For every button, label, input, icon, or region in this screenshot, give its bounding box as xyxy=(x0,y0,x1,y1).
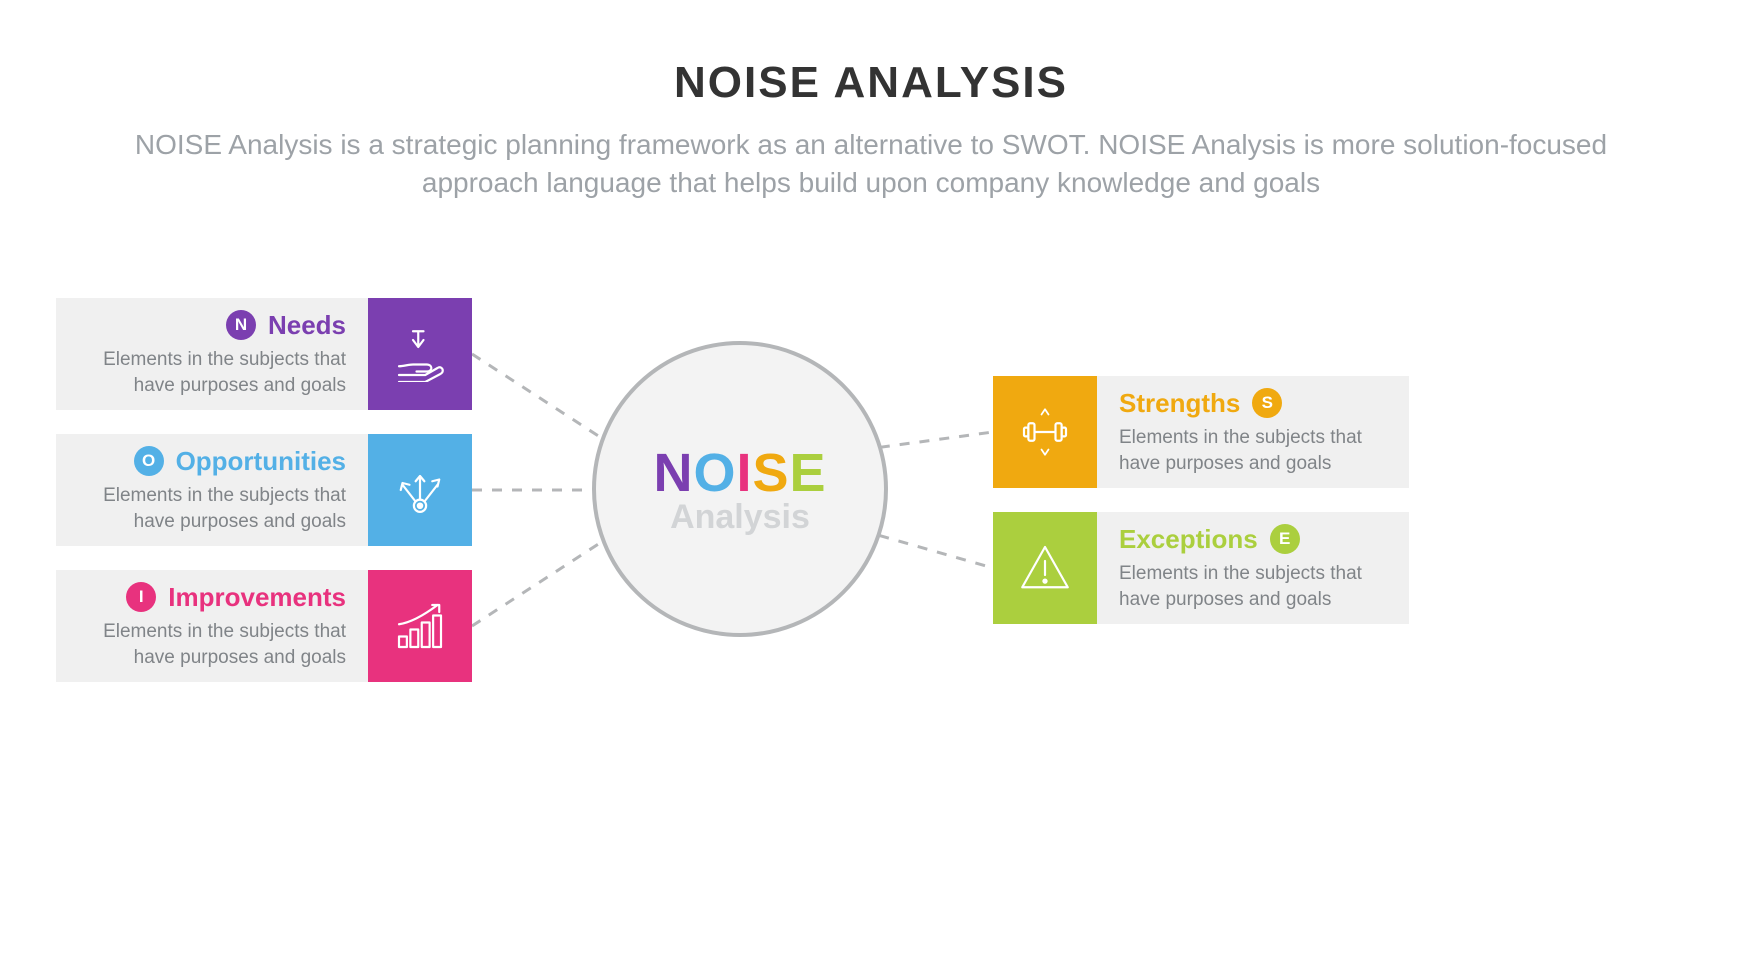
icon-block-exceptions xyxy=(993,512,1097,624)
card-exceptions-text: Exceptions E Elements in the subjects th… xyxy=(1097,512,1409,624)
label-opportunities: Opportunities xyxy=(176,446,346,477)
connector-needs xyxy=(472,354,620,450)
card-opportunities: O Opportunities Elements in the subjects… xyxy=(56,434,472,546)
label-needs: Needs xyxy=(268,310,346,341)
card-improvements-text: I Improvements Elements in the subjects … xyxy=(56,570,368,682)
badge-strengths: S xyxy=(1252,388,1282,418)
hand-receive-icon xyxy=(392,326,448,382)
card-exceptions: Exceptions E Elements in the subjects th… xyxy=(993,512,1409,624)
card-strengths-text: Strengths S Elements in the subjects tha… xyxy=(1097,376,1409,488)
badge-needs: N xyxy=(226,310,256,340)
desc-improvements: Elements in the subjects that have purpo… xyxy=(78,619,346,670)
dumbbell-icon xyxy=(1017,404,1073,460)
label-improvements: Improvements xyxy=(168,582,346,613)
badge-improvements: I xyxy=(126,582,156,612)
badge-exceptions: E xyxy=(1270,524,1300,554)
diagram-canvas: NOISE ANALYSIS NOISE Analysis is a strat… xyxy=(0,0,1742,980)
label-strengths: Strengths xyxy=(1119,388,1240,419)
badge-opportunities: O xyxy=(134,446,164,476)
center-hub: N O I S E Analysis xyxy=(592,341,888,637)
label-exceptions: Exceptions xyxy=(1119,524,1258,555)
card-needs-text: N Needs Elements in the subjects that ha… xyxy=(56,298,368,410)
growth-chart-icon xyxy=(392,598,448,654)
letter-s: S xyxy=(752,442,789,504)
desc-exceptions: Elements in the subjects that have purpo… xyxy=(1119,561,1387,612)
icon-block-needs xyxy=(368,298,472,410)
card-opportunities-text: O Opportunities Elements in the subjects… xyxy=(56,434,368,546)
icon-block-strengths xyxy=(993,376,1097,488)
center-acronym: N O I S E xyxy=(653,442,826,504)
card-needs: N Needs Elements in the subjects that ha… xyxy=(56,298,472,410)
letter-e: E xyxy=(790,442,827,504)
card-strengths: Strengths S Elements in the subjects tha… xyxy=(993,376,1409,488)
connector-improvements xyxy=(472,530,620,626)
desc-opportunities: Elements in the subjects that have purpo… xyxy=(78,483,346,534)
page-subtitle: NOISE Analysis is a strategic planning f… xyxy=(80,126,1662,202)
page-title: NOISE ANALYSIS xyxy=(0,58,1742,108)
card-improvements: I Improvements Elements in the subjects … xyxy=(56,570,472,682)
branching-arrows-icon xyxy=(392,462,448,518)
icon-block-improvements xyxy=(368,570,472,682)
letter-i: I xyxy=(736,442,752,504)
desc-needs: Elements in the subjects that have purpo… xyxy=(78,347,346,398)
letter-o: O xyxy=(693,442,736,504)
desc-strengths: Elements in the subjects that have purpo… xyxy=(1119,425,1387,476)
warning-triangle-icon xyxy=(1017,540,1073,596)
letter-n: N xyxy=(653,442,693,504)
icon-block-opportunities xyxy=(368,434,472,546)
center-subtext: Analysis xyxy=(670,498,810,537)
